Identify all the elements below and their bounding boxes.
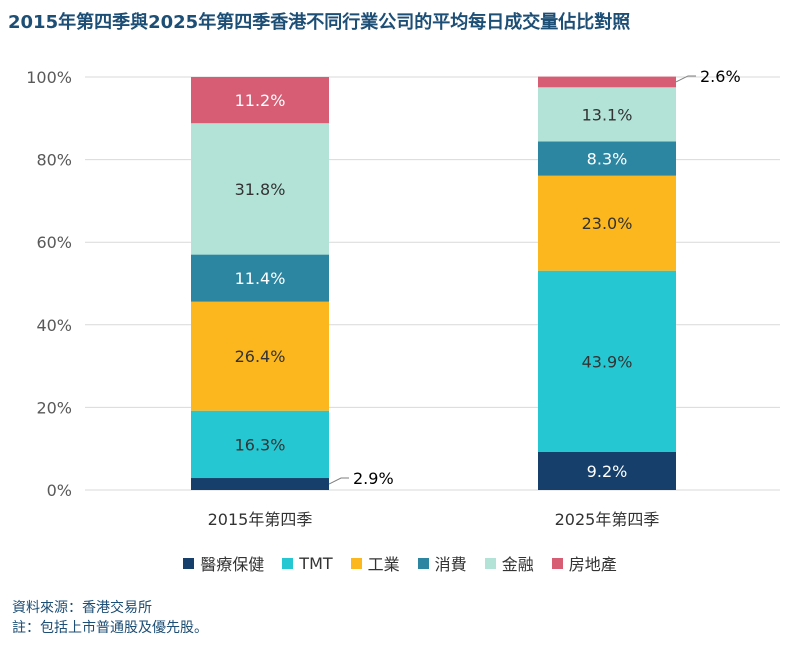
legend-label: 房地產	[568, 555, 617, 574]
y-tick-label: 0%	[47, 481, 72, 500]
y-tick-label: 20%	[36, 398, 72, 417]
bar-segment-5-1	[191, 123, 329, 255]
source-note: 資料來源：香港交易所	[12, 600, 152, 616]
chart-legend: 醫療保健 TMT 工業 消費 金融 房地產	[0, 551, 800, 575]
bar-segment-6-2	[538, 76, 676, 88]
bar-segment-2-1	[191, 410, 329, 479]
y-tick-label: 60%	[36, 233, 72, 252]
legend-swatch	[551, 557, 563, 569]
legend-label: 消費	[434, 555, 467, 574]
data-label: 13.1%	[582, 105, 633, 124]
data-label: 26.4%	[235, 347, 286, 366]
legend-item: 金融	[484, 551, 534, 575]
bar-segment-5-2	[538, 87, 676, 142]
data-label: 2.9%	[353, 469, 394, 488]
data-label: 11.4%	[235, 269, 286, 288]
y-tick-label: 40%	[36, 316, 72, 335]
legend-item: 消費	[417, 551, 467, 575]
bar-segment-4-1	[191, 254, 329, 302]
legend-item: 房地產	[551, 551, 617, 575]
y-tick-label: 80%	[36, 151, 72, 170]
bar-segment-6-1	[191, 77, 329, 124]
legend-item: 醫療保健	[183, 551, 264, 575]
legend-label: TMT	[299, 553, 333, 573]
legend-item: TMT	[282, 551, 333, 575]
bar-segment-1-1	[191, 478, 329, 490]
bar-segment-4-2	[538, 141, 676, 176]
legend-swatch	[417, 557, 429, 569]
bar-segment-3-2	[538, 175, 676, 271]
legend-swatch	[282, 557, 294, 569]
legend-swatch	[350, 557, 362, 569]
legend-label: 醫療保健	[200, 555, 265, 574]
y-tick-label: 100%	[26, 68, 72, 87]
data-label: 43.9%	[582, 352, 633, 371]
data-label: 9.2%	[587, 462, 628, 481]
legend-swatch	[484, 557, 496, 569]
footnote: 註：包括上市普通股及優先股。	[12, 620, 208, 636]
data-label: 23.0%	[582, 214, 633, 233]
x-category-label: 2025年第四季	[555, 510, 660, 529]
leader-line	[675, 75, 696, 83]
x-category-label: 2015年第四季	[208, 510, 313, 529]
data-label: 31.8%	[235, 180, 286, 199]
legend-item: 工業	[350, 551, 400, 575]
bar-segment-1-2	[538, 452, 676, 490]
chart-title: 2015年第四季與2025年第四季香港不同行業公司的平均每日成交量佔比對照	[8, 12, 631, 33]
legend-label: 金融	[501, 555, 534, 574]
data-label: 11.2%	[235, 91, 286, 110]
data-label: 2.6%	[700, 67, 741, 86]
data-label: 8.3%	[587, 150, 628, 169]
stacked-bar-chart: 0% 20% 40% 60% 80% 100% 2.9% 16.3% 26.4% 11.4% 31.…	[26, 67, 780, 529]
legend-swatch	[183, 557, 195, 569]
bar-segment-3-1	[191, 301, 329, 411]
legend-label: 工業	[367, 555, 400, 574]
data-label: 16.3%	[235, 435, 286, 454]
leader-line	[328, 477, 349, 485]
bar-segment-2-2	[538, 270, 676, 453]
